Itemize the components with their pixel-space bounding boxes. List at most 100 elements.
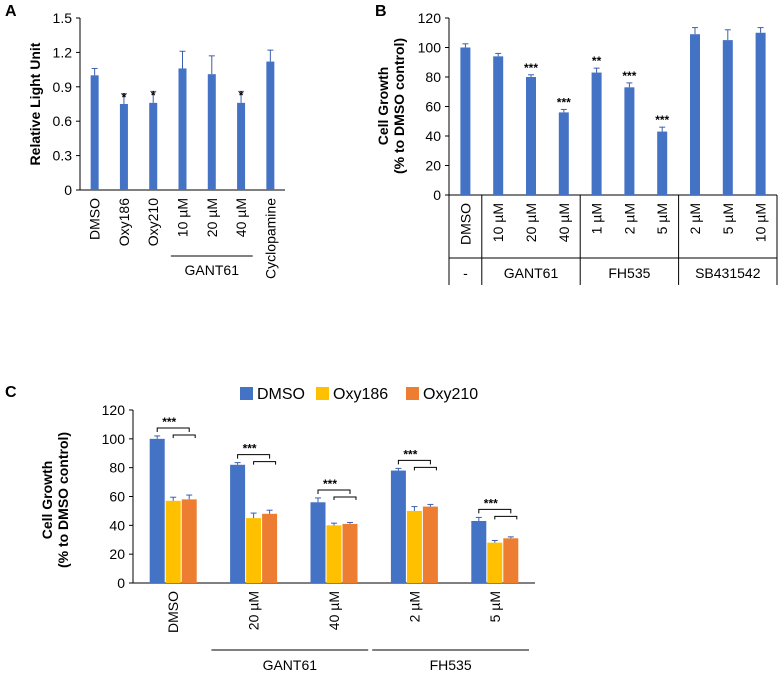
chart-c-significance: ***: [403, 447, 417, 461]
chart-c-ytick-label: 100: [102, 431, 126, 447]
chart-c-category-label: 5 µM: [487, 591, 503, 622]
chart-b-significance: **: [592, 54, 602, 68]
chart-b-ytick-label: 40: [425, 128, 441, 144]
chart-c-bar-oxy210: [503, 538, 519, 583]
chart-c-significance: ***: [323, 477, 337, 491]
chart-b-bar: [591, 72, 602, 195]
legend-label-dmso: DMSO: [257, 386, 305, 403]
chart-b: 0 20 40 60 80 100 120 DMSO 10 µM *** 20 µM *** 40 µM…: [418, 10, 778, 285]
chart-a-category-label: 10 µM: [175, 198, 191, 237]
chart-a-bar: [178, 68, 187, 190]
chart-a-group-label: GANT61: [185, 262, 240, 278]
chart-c-bar-oxy186: [326, 525, 342, 583]
chart-c-legend: DMSO Oxy186 Oxy210: [240, 386, 478, 403]
chart-c-bar-dmso: [390, 470, 406, 583]
chart-c-bar-oxy186: [487, 542, 503, 583]
chart-a-bar: [266, 61, 275, 190]
chart-c-ytick-label: 0: [117, 575, 125, 591]
chart-b-category-label: DMSO: [457, 203, 473, 245]
chart-a-category-label: 20 µM: [204, 198, 220, 237]
chart-c-significance: ***: [243, 442, 257, 456]
chart-b-bar: [526, 77, 536, 195]
chart-c-bracket-outer: [397, 459, 431, 465]
chart-b-category-label: 20 µM: [523, 203, 539, 242]
chart-c-ylabel: Cell Growth: [39, 461, 55, 540]
chart-b-category-label: 2 µM: [621, 203, 637, 234]
chart-c-category-label: 40 µM: [326, 591, 342, 630]
panel-label-b: B: [375, 3, 387, 20]
chart-a-ytick-label: 1.5: [53, 10, 73, 26]
chart-b-ytick-label: 120: [418, 10, 442, 26]
chart-a-significance: *: [151, 88, 156, 102]
chart-a-category-label: DMSO: [87, 198, 103, 240]
chart-c-bar-dmso: [149, 438, 165, 583]
chart-b-significance: ***: [557, 95, 571, 109]
panel-label-a: A: [5, 3, 17, 20]
chart-b-ylabel: Cell Growth: [375, 67, 391, 146]
chart-b-ytick-label: 100: [418, 40, 442, 56]
chart-c-category-label: DMSO: [165, 591, 181, 633]
chart-a-ytick-label: 1.2: [53, 44, 73, 60]
chart-c-bracket-outer: [156, 427, 190, 432]
chart-b-bar: [755, 32, 766, 195]
chart-c-category-label: 20 µM: [246, 591, 262, 630]
chart-c-bracket-inner: [413, 466, 437, 471]
chart-b-category-label: 1 µM: [589, 203, 605, 234]
chart-b-category-label: 5 µM: [720, 203, 736, 234]
chart-a-category-label: Cyclopamine: [262, 198, 278, 279]
chart-c-bar-oxy186: [406, 510, 422, 583]
chart-a-bar: [90, 75, 99, 190]
chart-a-bar: [149, 102, 158, 190]
chart-b-bar: [624, 87, 635, 195]
chart-c-group-label: GANT61: [263, 657, 318, 673]
chart-a: 0 0.3 0.6 0.9 1.2 1.5 DMSO * Oxy186 * Oxy210 10 µM 2…: [53, 10, 285, 279]
chart-a-category-label: Oxy186: [116, 198, 132, 246]
chart-c-bracket-outer: [237, 454, 271, 459]
chart-c-category-label: 2 µM: [406, 591, 422, 622]
legend-label-oxy210: Oxy210: [423, 386, 478, 403]
chart-a-ytick-label: 0: [64, 182, 72, 198]
chart-a-category-label: 40 µM: [233, 198, 249, 237]
chart-b-ytick-label: 60: [425, 99, 441, 115]
chart-c-bar-dmso: [310, 502, 326, 583]
chart-b-significance: ***: [524, 61, 538, 75]
chart-b-bar: [558, 112, 569, 195]
chart-c-bar-dmso: [230, 464, 246, 583]
chart-c-bracket-inner: [253, 461, 277, 465]
chart-c-ytick-label: 60: [109, 489, 125, 505]
chart-c-significance: ***: [162, 415, 176, 429]
chart-a-bar: [119, 104, 128, 190]
chart-b-bar: [460, 47, 471, 195]
chart-b-significance: ***: [622, 69, 636, 83]
chart-c: 0 20 40 60 80 100 120 *** DMSO *** 20 µM *** 40 µM **…: [102, 402, 535, 673]
chart-c-ytick-label: 80: [109, 460, 125, 476]
panel-label-c: C: [5, 384, 17, 401]
chart-a-bar: [207, 74, 216, 190]
chart-c-bracket-outer: [317, 489, 351, 494]
chart-c-bracket-inner: [333, 496, 357, 500]
chart-b-category-label: 40 µM: [556, 203, 572, 242]
chart-c-bracket-inner: [172, 434, 196, 438]
chart-c-ytick-label: 20: [109, 546, 125, 562]
chart-b-ylabel2: (% to DMSO control): [391, 38, 407, 174]
chart-c-bracket-inner: [494, 515, 518, 520]
chart-b-category-label: 10 µM: [753, 203, 769, 242]
chart-c-ylabel2: (% to DMSO control): [55, 432, 71, 568]
chart-b-ytick-label: 80: [425, 69, 441, 85]
chart-a-ylabel: Relative Light Unit: [27, 42, 43, 165]
chart-c-bar-oxy186: [246, 518, 262, 583]
chart-a-significance: *: [122, 91, 127, 105]
chart-b-category-label: 2 µM: [687, 203, 703, 234]
legend-swatch-oxy186: [316, 387, 329, 400]
legend-label-oxy186: Oxy186: [333, 386, 388, 403]
chart-a-significance: *: [239, 88, 244, 102]
chart-a-bar: [237, 102, 246, 190]
chart-b-significance: ***: [655, 113, 669, 127]
chart-c-ytick-label: 120: [102, 402, 126, 418]
legend-swatch-oxy210: [406, 387, 419, 400]
chart-b-category-label: 10 µM: [490, 203, 506, 242]
chart-c-bar-oxy210: [262, 513, 278, 583]
chart-b-group-label: SB431542: [695, 265, 761, 281]
chart-b-bar: [657, 131, 668, 195]
